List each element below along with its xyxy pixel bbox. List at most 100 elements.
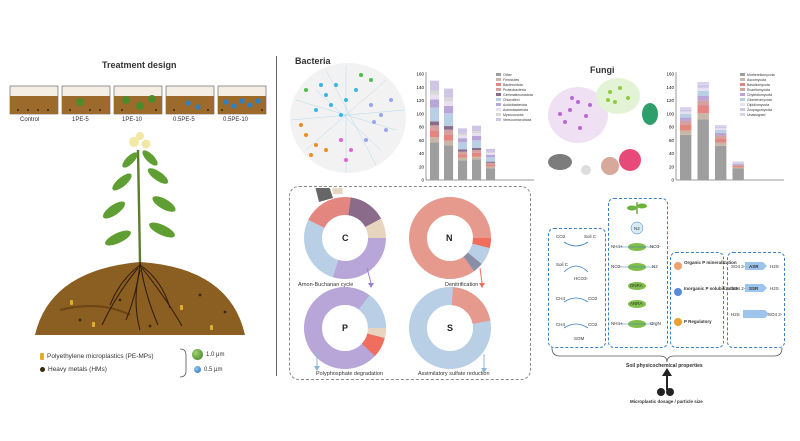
legend-swatch — [496, 108, 501, 111]
legend-entry: Basidiomycota — [740, 82, 784, 87]
bar-segment — [680, 130, 692, 135]
bar-segment — [486, 154, 496, 158]
bar-segment — [458, 138, 468, 143]
legend-entry: Verrucomicrobiota — [496, 117, 536, 122]
bar-segment — [732, 163, 744, 165]
legend-swatch — [496, 88, 501, 91]
bar-segment — [486, 161, 496, 163]
pot-1pe5 — [61, 85, 111, 115]
dosage-label: Microplastic dosage / particle size — [630, 399, 703, 404]
caption-p: Polyphosphate degradation — [316, 371, 383, 377]
bar-segment — [732, 168, 744, 180]
bar-segment — [430, 125, 440, 131]
cycles-box — [289, 186, 531, 380]
fungi-yticks: 0 20 40 60 80 100 120 140 160 — [666, 72, 674, 183]
bar-segment — [486, 166, 496, 169]
donut-s-letter: S — [447, 323, 454, 333]
ytick-label: 80 — [419, 125, 425, 130]
n-n2-1: N2 — [634, 226, 640, 231]
bar-segment — [732, 161, 744, 163]
bar-segment — [430, 80, 440, 91]
legend-size-large: 1.0 μm — [192, 349, 224, 360]
bar-segment — [430, 137, 440, 143]
panel-divider — [276, 56, 277, 376]
bar-segment — [715, 135, 727, 139]
fungi-title: Fungi — [590, 65, 615, 75]
bar-segment — [680, 111, 692, 114]
legend-swatch — [740, 83, 745, 86]
bar-segment — [680, 117, 692, 121]
bar-segment — [472, 125, 482, 132]
legend-hm: Heavy metals (HMs) — [40, 366, 107, 373]
bar-segment — [444, 140, 454, 146]
legend-swatch — [496, 118, 501, 121]
donut-c-letter: C — [342, 233, 349, 243]
bar-segment — [430, 94, 440, 100]
legend-swatch — [496, 78, 501, 81]
legend-swatch — [496, 98, 501, 101]
plant-illustration — [35, 132, 245, 335]
legend-entry: Glomeromycota — [740, 97, 784, 102]
donut-n — [409, 197, 491, 288]
n-no2: NO2- — [611, 264, 622, 269]
legend-hm-label: Heavy metals (HMs) — [48, 366, 107, 373]
bar-segment — [444, 88, 454, 98]
ytick-label: 120 — [666, 98, 674, 103]
c-co2-1: CO2 — [556, 234, 566, 239]
bar-segment — [697, 84, 709, 88]
dosage-icon-1 — [657, 388, 665, 396]
mechanism-bracket — [551, 347, 783, 390]
bar-segment — [458, 128, 468, 134]
bar-segment — [472, 152, 482, 157]
legend-pe: Polyethylene microplastics (PE-MPs) — [40, 353, 154, 360]
legend-swatch — [740, 73, 745, 76]
c-ch4-2: CH4 — [556, 322, 566, 327]
legend-text: Verrucomicrobiota — [503, 117, 532, 122]
legend-swatch — [740, 108, 745, 111]
bar-segment — [430, 142, 440, 180]
bar-segment — [444, 126, 454, 130]
ytick-label: 60 — [669, 138, 675, 143]
legend-entry: Acidobacteriota — [496, 102, 536, 107]
bar-segment — [472, 131, 482, 134]
bar-segment — [715, 125, 727, 127]
legend-text: Ascomycota — [747, 77, 767, 82]
legend-entry: Other — [496, 72, 536, 77]
legend-text: Acidobacteriota — [503, 102, 528, 107]
bar-segment — [732, 164, 744, 165]
dosage-icon-2 — [666, 388, 674, 396]
bar-segment — [486, 164, 496, 167]
donut-p — [304, 287, 386, 371]
mechanism-s-box — [727, 252, 785, 348]
ytick-label: 160 — [416, 72, 424, 77]
bar-segment — [472, 159, 482, 180]
legend-text: Proteobacteria — [503, 87, 526, 92]
bacteria-network — [290, 63, 406, 173]
bar-segment — [486, 157, 496, 162]
bar-segment — [458, 135, 468, 139]
ytick-label: 140 — [666, 85, 674, 90]
bar-segment — [458, 142, 468, 150]
c-som: SOM — [574, 336, 585, 341]
n-nh4-1: NH4+ — [611, 244, 623, 249]
bar-segment — [697, 119, 709, 180]
mechanism-c-arrows — [563, 241, 589, 329]
legend-entry: Proteobacteria — [496, 87, 536, 92]
legend-text: Actinobacteriota — [503, 107, 529, 112]
bar-segment — [680, 134, 692, 180]
ytick-label: 40 — [419, 151, 425, 156]
fungi-bars — [680, 81, 744, 180]
bar-segment — [458, 149, 468, 152]
bar-segment — [697, 95, 709, 101]
n-n2-2: N2 — [652, 264, 658, 269]
pot-control — [9, 85, 59, 115]
donut-s — [409, 287, 491, 373]
bar-segment — [444, 105, 454, 114]
legend-entry: Gemmatimonadota — [496, 92, 536, 97]
caption-n: Denitrification — [445, 282, 479, 288]
bar-segment — [732, 164, 744, 166]
n-anra: ANRA — [630, 301, 643, 306]
treatment-title: Treatment design — [102, 60, 177, 70]
ytick-label: 160 — [666, 72, 674, 77]
large-particle-swatch — [192, 349, 203, 360]
